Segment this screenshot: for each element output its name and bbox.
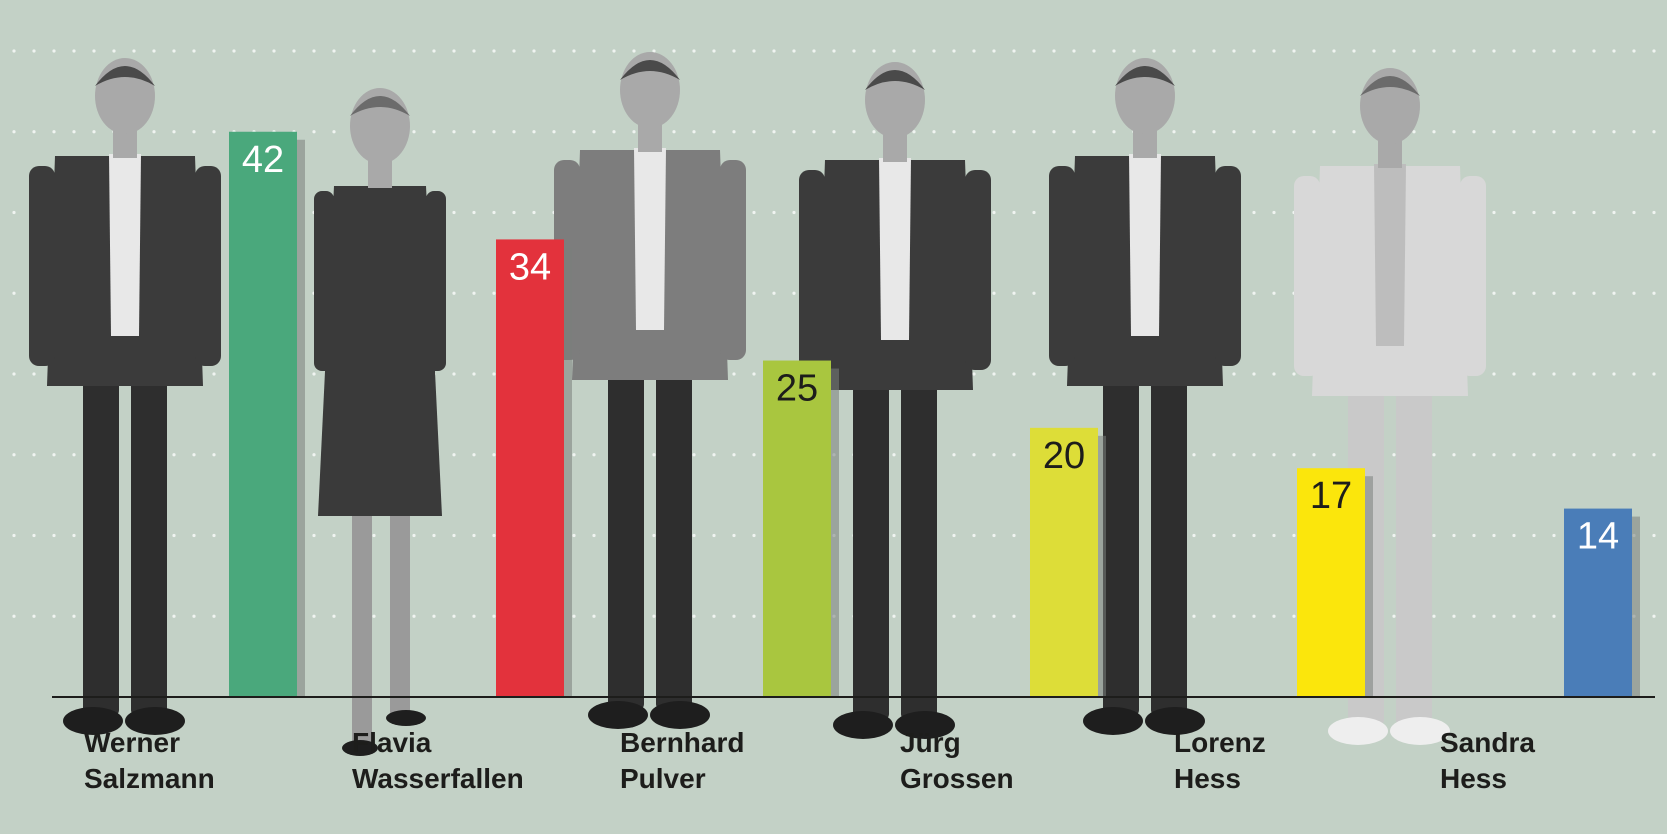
bar-value-label: 14 [1577, 516, 1619, 558]
person-photo [29, 58, 221, 735]
bar-group: 17 [1297, 468, 1373, 697]
bar-group: 34 [496, 239, 572, 697]
gridline [12, 49, 1656, 53]
category-labels: Werner Salzmann Flavia Wasserfallen Bernhard… [84, 727, 1535, 794]
person-photo [554, 52, 746, 729]
bar [763, 360, 831, 697]
category-label: Bernhard Pulver [620, 727, 744, 794]
bar [1297, 468, 1365, 697]
category-label: Lorenz Hess [1174, 727, 1266, 794]
bar-value-label: 25 [776, 368, 818, 410]
bar-value-label: 17 [1310, 475, 1352, 517]
person-photo [1049, 58, 1241, 735]
bar-group: 14 [1564, 508, 1640, 697]
bar-group: 42 [229, 131, 305, 697]
category-label: Werner Salzmann [84, 727, 215, 794]
category-label: Sandra Hess [1440, 727, 1535, 794]
person-photo [799, 62, 991, 739]
category-label: Jürg Grossen [900, 727, 1014, 794]
bar-value-label: 20 [1043, 435, 1085, 477]
bar-value-label: 34 [509, 246, 551, 288]
bar [1030, 427, 1098, 697]
person-photo [314, 88, 446, 756]
bar [496, 239, 564, 697]
bar [1564, 508, 1632, 697]
bars: 42 34 25 20 17 14 [229, 131, 1640, 697]
bar-value-label: 42 [242, 139, 284, 181]
bar [229, 131, 297, 697]
bar-group: 25 [763, 360, 839, 697]
bar-group: 20 [1030, 427, 1106, 697]
category-label: Flavia Wasserfallen [352, 727, 524, 794]
